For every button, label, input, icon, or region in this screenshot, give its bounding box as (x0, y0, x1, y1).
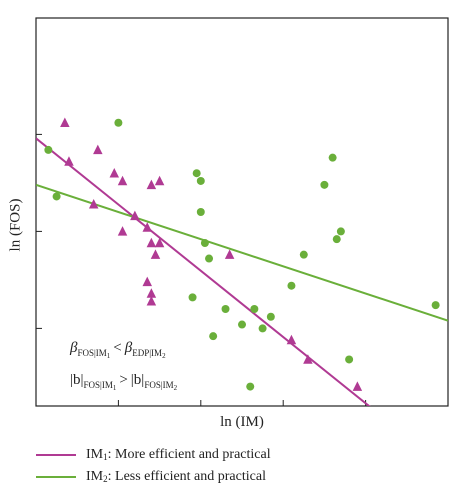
im1-point-9 (146, 179, 157, 190)
im1-point-5 (117, 175, 128, 186)
im2-point-0 (44, 145, 53, 154)
im2-point-6 (196, 176, 205, 185)
im1-point-15 (146, 288, 157, 298)
im1-point-3 (88, 198, 99, 209)
im1-fit-line (36, 137, 371, 406)
im2-point-15 (266, 312, 275, 321)
im1-point-12 (154, 175, 165, 186)
b-annotation: |b|FOS|IM1 > |b|FOS|IM2 (70, 372, 178, 392)
im1-point-19 (303, 354, 313, 364)
im2-point-17 (299, 250, 308, 259)
im1-point-18 (286, 334, 297, 345)
x-axis-label: ln (IM) (220, 414, 264, 430)
im2-point-12 (246, 382, 255, 391)
im2-point-21 (336, 227, 345, 236)
legend: IM1: More efficient and practical IM2: L… (36, 444, 271, 488)
im2-point-7 (200, 239, 209, 248)
im2-point-10 (221, 305, 230, 313)
legend-swatch-im2 (36, 476, 76, 478)
legend-label-im1: IM1: More efficient and practical (86, 447, 271, 462)
im1-point-14 (142, 276, 152, 287)
im1-point-6 (117, 226, 128, 236)
legend-item-im1: IM1: More efficient and practical (36, 444, 271, 466)
legend-label-im2: IM2: Less efficient and practical (86, 469, 266, 484)
im2-point-20 (332, 235, 341, 244)
im2-point-13 (250, 305, 259, 313)
im1-point-2 (93, 144, 103, 155)
im2-fit-line (36, 183, 448, 322)
beta-annotation: βFOS|IM1 < βEDP|IM2 (69, 340, 166, 360)
im2-point-5 (192, 169, 201, 178)
im1-point-11 (150, 249, 161, 259)
legend-swatch-im1 (36, 454, 76, 456)
im2-point-1 (52, 192, 61, 201)
im2-point-9 (209, 332, 218, 341)
legend-item-im2: IM2: Less efficient and practical (36, 466, 271, 488)
im1-point-0 (60, 117, 70, 128)
im1-point-10 (146, 237, 157, 248)
y-axis-label-text: ln (FOS) (7, 198, 24, 252)
y-axis-label: ln (FOS) (6, 165, 26, 285)
im2-point-2 (114, 118, 123, 127)
im2-point-4 (188, 293, 197, 302)
im2-point-18 (320, 180, 329, 189)
im1-point-8 (142, 222, 152, 232)
chart: βFOS|IM1 < βEDP|IM2 |b|FOS|IM1 > |b|FOS|IM2 (35, 17, 449, 407)
im2-point-3 (196, 208, 205, 216)
plot-frame (35, 17, 449, 407)
im2-point-8 (205, 254, 214, 263)
im2-point-11 (238, 320, 246, 329)
im1-point-17 (224, 249, 235, 259)
im2-point-23 (431, 301, 440, 310)
im2-point-19 (328, 153, 337, 162)
im2-point-22 (345, 355, 354, 364)
im1-point-13 (154, 237, 165, 248)
im1-point-20 (352, 381, 363, 391)
im1-point-1 (64, 156, 74, 166)
im1-point-4 (109, 167, 120, 178)
im1-point-16 (146, 295, 157, 306)
im1-point-7 (130, 210, 140, 221)
im2-point-14 (258, 324, 267, 333)
im2-point-16 (287, 281, 296, 290)
